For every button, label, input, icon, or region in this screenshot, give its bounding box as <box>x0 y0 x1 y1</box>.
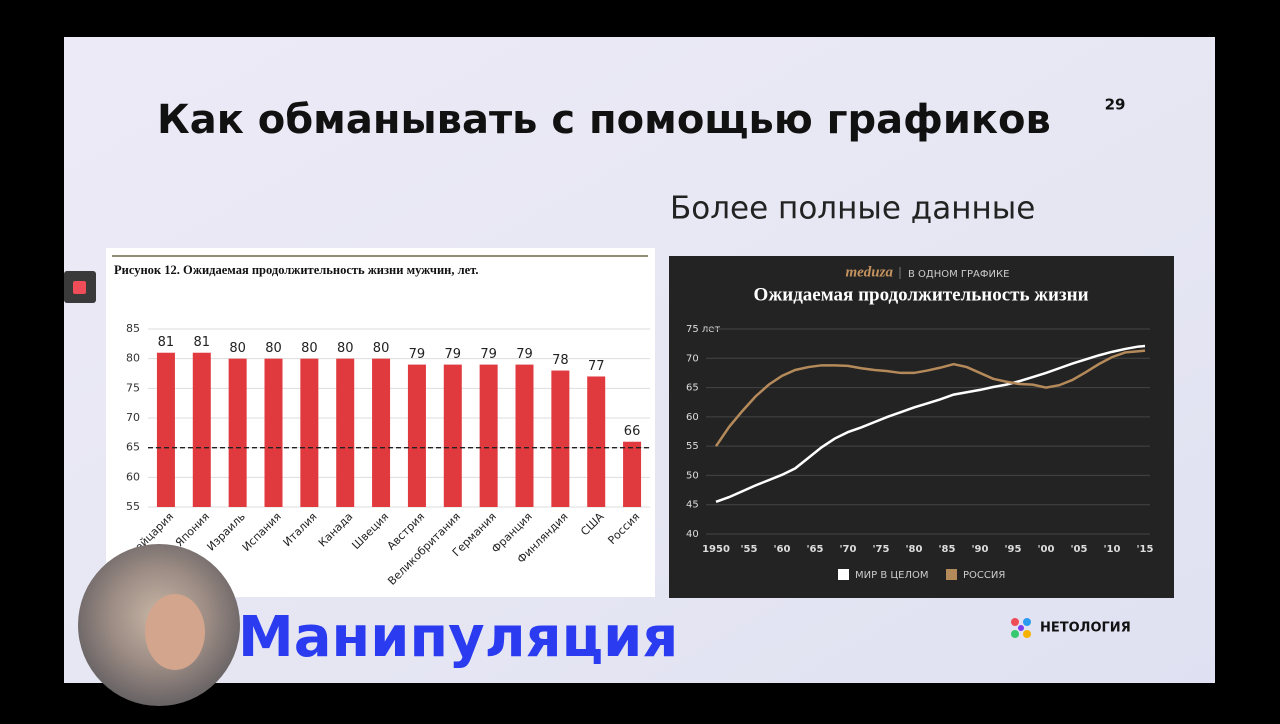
value-label: 80 <box>265 341 282 356</box>
chart-title: Рисунок 12. Ожидаемая продолжительность … <box>114 263 479 277</box>
logo-icon <box>1011 618 1031 638</box>
page-number: 29 <box>1105 96 1126 114</box>
value-label: 79 <box>516 347 533 362</box>
x-tick-label: '90 <box>972 544 989 555</box>
value-label: 80 <box>229 341 246 356</box>
y-tick-label: 50 <box>686 470 699 481</box>
bar <box>587 376 606 507</box>
y-tick-label: 45 <box>686 500 699 511</box>
slide-subtitle: Более полные данные <box>670 191 1035 227</box>
record-icon <box>73 281 86 294</box>
chart-source: meduza <box>845 264 893 280</box>
bar <box>443 364 462 507</box>
bar <box>228 358 247 507</box>
legend-swatch <box>946 569 957 580</box>
bar <box>551 370 570 507</box>
value-label: 77 <box>588 359 605 374</box>
y-tick-label: 55 <box>686 441 699 452</box>
value-label: 81 <box>158 335 175 350</box>
bar <box>192 352 211 507</box>
legend-label: РОССИЯ <box>963 570 1005 581</box>
y-tick-label: 60 <box>686 412 699 423</box>
x-tick-label: '65 <box>807 544 824 555</box>
x-tick-label: '00 <box>1038 544 1055 555</box>
x-tick-label: '75 <box>873 544 890 555</box>
series-line <box>714 349 1146 447</box>
x-tick-label: '55 <box>741 544 758 555</box>
line-chart: meduza В ОДНОМ ГРАФИКЕ Ожидаемая продолжит… <box>686 264 1154 581</box>
bar <box>479 364 498 507</box>
webcam-face <box>145 594 205 670</box>
x-tick-label: '60 <box>774 544 791 555</box>
chart-title: Ожидаемая продолжительность жизни <box>753 284 1088 305</box>
value-label: 80 <box>301 341 318 356</box>
y-tick-label: 70 <box>126 411 140 424</box>
y-tick-label: 75 <box>126 381 140 394</box>
value-label: 80 <box>337 341 354 356</box>
legend-swatch <box>838 569 849 580</box>
x-tick-label: 1950 <box>702 544 730 555</box>
chart-subtitle: В ОДНОМ ГРАФИКЕ <box>908 269 1009 280</box>
bar <box>407 364 426 507</box>
value-label: 79 <box>445 347 462 362</box>
x-tick-label: '05 <box>1071 544 1088 555</box>
value-label: 81 <box>194 335 211 350</box>
legend-label: МИР В ЦЕЛОМ <box>855 570 928 581</box>
y-tick-label: 70 <box>686 353 699 364</box>
bar <box>264 358 283 507</box>
bar <box>515 364 534 507</box>
value-label: 80 <box>373 341 390 356</box>
y-tick-label: 75 лет <box>686 324 720 335</box>
logo-text: НЕТОЛОГИЯ <box>1040 621 1131 636</box>
y-tick-label: 55 <box>126 500 140 513</box>
x-tick-label: '70 <box>840 544 857 555</box>
y-tick-label: 60 <box>126 470 140 483</box>
bottom-text: Манипуляция <box>238 605 678 670</box>
value-label: 79 <box>480 347 497 362</box>
value-label: 79 <box>409 347 426 362</box>
y-tick-label: 65 <box>686 383 699 394</box>
y-tick-label: 80 <box>126 352 140 365</box>
x-tick-label: '85 <box>939 544 956 555</box>
line-panel <box>669 256 1174 598</box>
slide-title: Как обманывать с помощью графиков <box>157 97 1051 143</box>
value-label: 78 <box>552 353 569 368</box>
x-tick-label: '80 <box>906 544 923 555</box>
bar <box>372 358 391 507</box>
y-tick-label: 40 <box>686 529 699 540</box>
y-tick-label: 65 <box>126 441 140 454</box>
x-tick-label: '95 <box>1005 544 1022 555</box>
x-tick-label: '15 <box>1137 544 1154 555</box>
value-label: 66 <box>624 424 641 439</box>
bar <box>623 441 642 507</box>
series-line <box>715 344 1146 503</box>
bar <box>300 358 319 507</box>
bar <box>156 352 175 507</box>
bar <box>336 358 355 507</box>
x-tick-label: '10 <box>1104 544 1121 555</box>
y-tick-label: 85 <box>126 322 140 335</box>
